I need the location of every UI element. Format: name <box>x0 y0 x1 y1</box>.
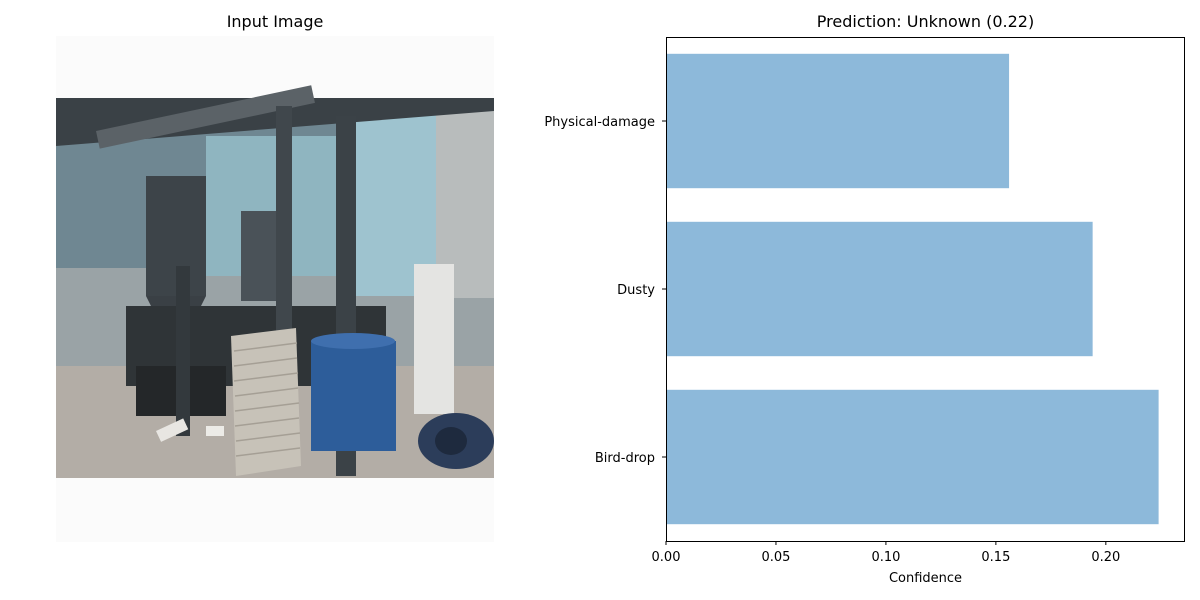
x-tick-label: 0.00 <box>652 550 681 565</box>
bar-dusty <box>666 221 1093 357</box>
x-tick-label: 0.20 <box>1091 550 1120 565</box>
x-axis-label: Confidence <box>889 571 962 586</box>
y-tick-label: Bird-drop <box>595 451 655 466</box>
y-tick-label: Physical-damage <box>544 115 655 130</box>
x-tick-label: 0.15 <box>981 550 1010 565</box>
input-image <box>56 36 494 542</box>
y-tick-label: Dusty <box>617 283 655 298</box>
bar-physical-damage <box>666 53 1010 189</box>
x-tick-label: 0.05 <box>761 550 790 565</box>
chart-title: Prediction: Unknown (0.22) <box>816 12 1035 31</box>
x-tick-label: 0.10 <box>871 550 900 565</box>
plot-frame <box>666 37 1185 542</box>
input-image-title: Input Image <box>226 12 324 31</box>
bar-bird-drop <box>666 389 1159 525</box>
